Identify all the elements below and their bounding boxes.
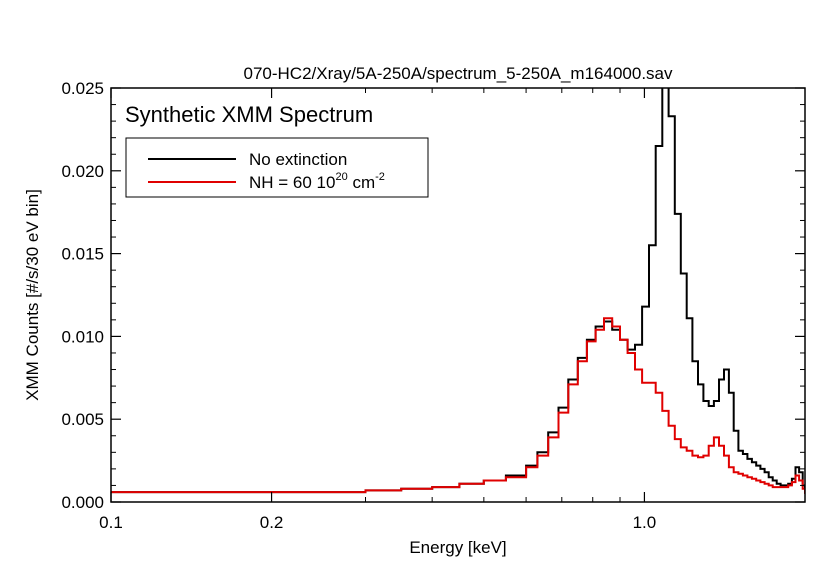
- plot-area: [111, 88, 805, 494]
- y-tick-label: 0.010: [61, 327, 104, 346]
- x-tick-label: 0.1: [99, 513, 123, 532]
- x-axis-label: Energy [keV]: [409, 538, 506, 557]
- plot-frame: [110, 87, 806, 503]
- legend-label-no-extinction: No extinction: [249, 150, 347, 169]
- y-tick-label: 0.000: [61, 493, 104, 512]
- y-axis: 0.000 0.005 0.010 0.015 0.020 0.025: [61, 79, 805, 512]
- x-tick-label: 1.0: [633, 513, 657, 532]
- x-axis: 0.1 0.2 1.0: [99, 88, 656, 532]
- legend-label-nh60: NH = 60 1020 cm-2: [249, 171, 385, 192]
- series-line-nh60: [111, 317, 805, 494]
- y-tick-label: 0.020: [61, 162, 104, 181]
- x-tick-label: 0.2: [260, 513, 284, 532]
- legend-box: [125, 137, 429, 198]
- y-tick-label: 0.015: [61, 245, 104, 264]
- y-tick-label: 0.025: [61, 79, 104, 98]
- chart-title: 070-HC2/Xray/5A-250A/spectrum_5-250A_m16…: [243, 64, 673, 83]
- y-tick-label: 0.005: [61, 410, 104, 429]
- legend: No extinction NH = 60 1020 cm-2: [125, 137, 429, 198]
- y-axis-label: XMM Counts [#/s/30 eV bin]: [23, 189, 42, 401]
- chart-annotation: Synthetic XMM Spectrum: [125, 102, 373, 127]
